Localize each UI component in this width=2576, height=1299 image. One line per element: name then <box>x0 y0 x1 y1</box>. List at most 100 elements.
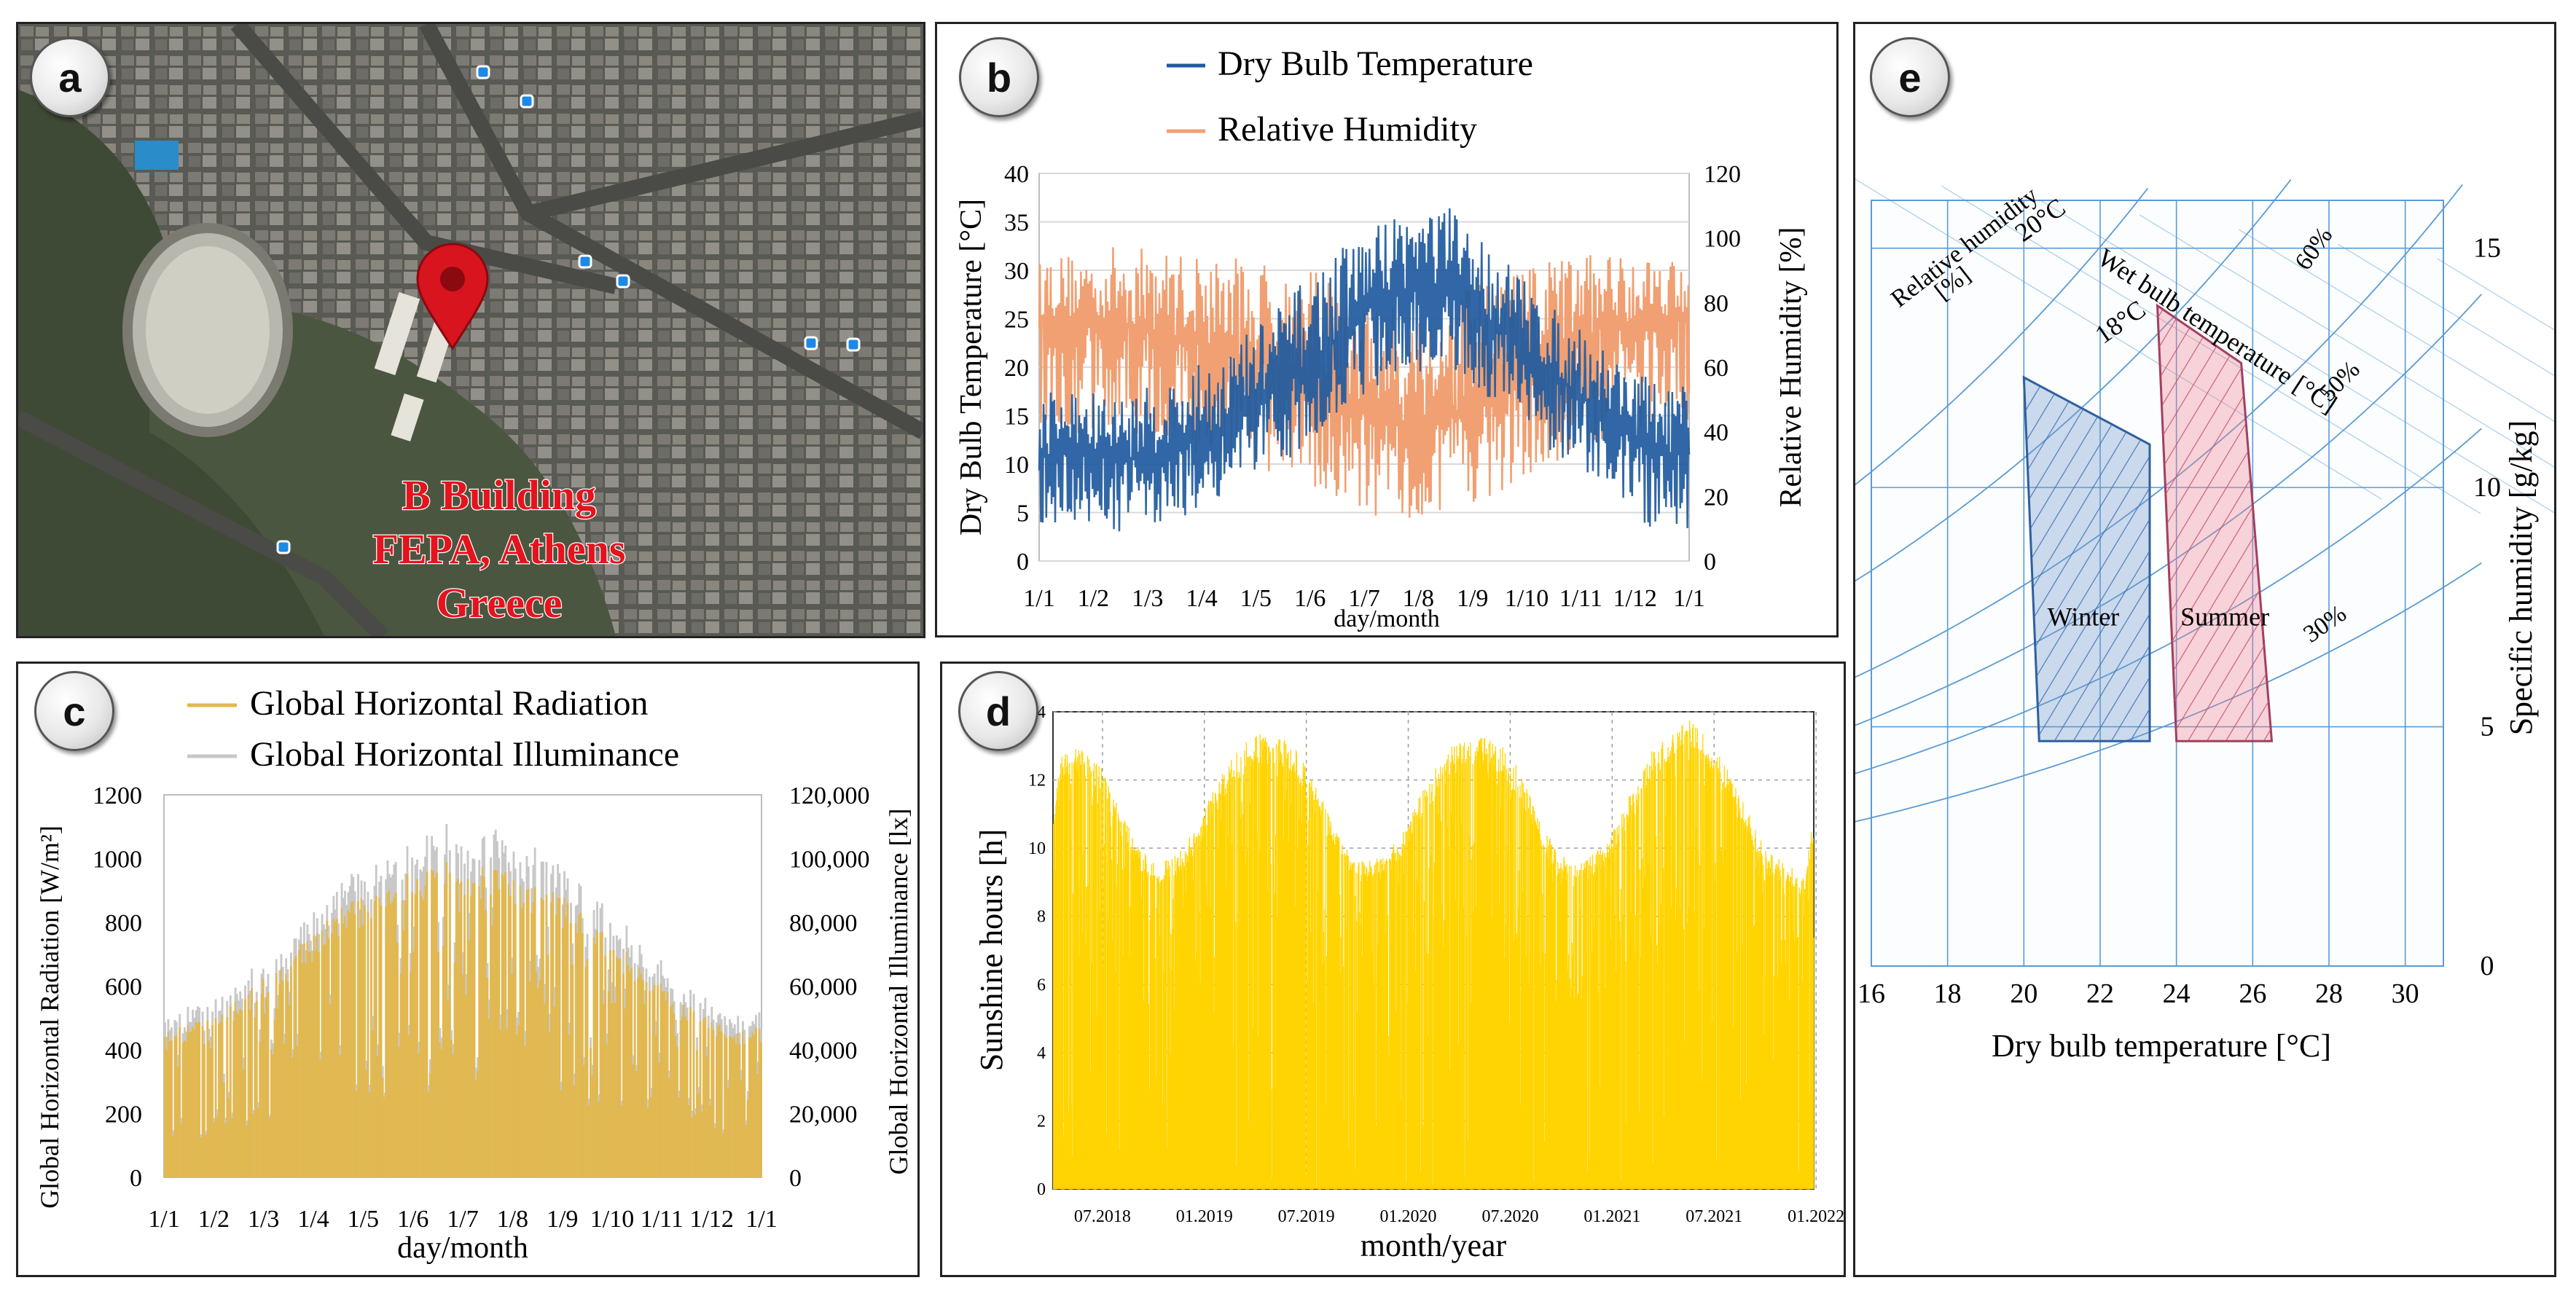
sunshine-bar <box>1082 752 1084 1189</box>
x-tick-label-b: 1/7 <box>1348 585 1379 612</box>
sunshine-bar <box>1353 862 1355 1189</box>
sunshine-bar <box>1256 736 1257 1189</box>
sunshine-bar <box>1140 871 1142 1189</box>
sunshine-bar <box>1398 852 1399 1189</box>
radiation-bar <box>272 1054 275 1177</box>
sunshine-bar <box>1117 813 1119 1189</box>
radiation-bar <box>507 884 510 1177</box>
radiation-bar <box>727 1087 729 1177</box>
sunshine-bar <box>1227 780 1229 1189</box>
radiation-bar <box>234 1002 237 1177</box>
sunshine-bar <box>1247 757 1248 1189</box>
sunshine-bar <box>1597 851 1599 1189</box>
sunshine-bar <box>1559 874 1560 1189</box>
radiation-bar <box>725 1037 728 1177</box>
sunshine-bar <box>1522 892 1523 1189</box>
sunshine-bar <box>1196 951 1197 1189</box>
radiation-bar <box>468 940 471 1177</box>
sunshine-bar <box>1776 869 1777 1189</box>
radiation-bar <box>730 1037 733 1177</box>
sunshine-bar <box>1078 955 1080 1189</box>
radiation-bar <box>563 897 566 1177</box>
sunshine-bar <box>1594 863 1596 1189</box>
sunshine-bar <box>1753 926 1755 1189</box>
sunshine-chart: 0246810121407.201801.201907.201901.20200… <box>974 703 1844 1263</box>
radiation-bar <box>499 1029 502 1177</box>
radiation-bar <box>309 951 312 1177</box>
x-tick-label-b: 1/11 <box>1559 585 1602 612</box>
sunshine-bar <box>1512 788 1514 1189</box>
sunshine-bar <box>1487 772 1489 1189</box>
sunshine-bar <box>1065 773 1067 1189</box>
sunshine-bar <box>1121 869 1123 1189</box>
radiation-bar <box>255 1000 258 1177</box>
sunshine-bar <box>1420 816 1422 1189</box>
sunshine-bar <box>1215 803 1217 1189</box>
sunshine-bar <box>1110 812 1111 1189</box>
sunshine-bar <box>1782 887 1784 1189</box>
y2-tick-label-b: 0 <box>1704 549 1716 576</box>
sunshine-bar <box>1313 800 1315 1189</box>
sunshine-bar <box>1060 780 1062 1189</box>
radiation-bar <box>431 869 434 1177</box>
sunshine-bar <box>1116 864 1119 1189</box>
sunshine-bar <box>1656 945 1658 1189</box>
sunshine-bar <box>1098 766 1100 1189</box>
sunshine-bar <box>1267 764 1269 1189</box>
radiation-bar <box>584 967 587 1177</box>
sunshine-bar <box>1783 893 1785 1189</box>
sunshine-bar <box>1229 772 1230 1189</box>
radiation-bar <box>528 981 531 1177</box>
radiation-bar <box>439 1042 442 1177</box>
sunshine-bar <box>1245 863 1247 1189</box>
radiation-bar <box>440 1048 443 1177</box>
sunshine-bar <box>1773 1060 1774 1189</box>
sunshine-bar <box>1786 879 1788 1189</box>
sunshine-bar <box>1194 959 1197 1189</box>
sunshine-bar <box>1056 800 1057 1189</box>
y-tick-label-d: 8 <box>1037 908 1046 927</box>
sunshine-bar <box>1707 764 1708 1189</box>
sunshine-bar <box>1621 826 1624 1189</box>
sunshine-bar <box>1314 814 1315 1189</box>
radiation-bar <box>576 933 579 1177</box>
sunshine-bar <box>1546 836 1548 1189</box>
sunshine-bar <box>1336 836 1338 1189</box>
sunshine-bar <box>1755 868 1757 1189</box>
radiation-bar <box>428 1072 431 1177</box>
radiation-bar <box>550 902 553 1177</box>
radiation-bar <box>192 1027 195 1177</box>
sunshine-bar <box>1652 770 1653 1189</box>
sunshine-bar <box>1804 889 1806 1189</box>
sunshine-bar <box>1593 928 1594 1189</box>
sunshine-bar <box>1281 753 1283 1189</box>
sunshine-bar <box>1257 757 1258 1189</box>
sunshine-bar <box>1184 866 1186 1189</box>
sunshine-bar <box>1778 858 1780 1189</box>
sunshine-bar <box>1565 866 1567 1189</box>
sunshine-bar <box>1774 874 1776 1189</box>
sunshine-bar <box>1128 828 1130 1189</box>
sunshine-bar <box>1125 844 1127 1189</box>
sunshine-bar <box>1702 753 1704 1189</box>
sunshine-bar <box>1799 893 1801 1189</box>
wb-grid-line <box>1941 185 2481 514</box>
sunshine-bar <box>1594 871 1597 1189</box>
sunshine-bar <box>1369 860 1371 1189</box>
sunshine-bar <box>1054 870 1056 1189</box>
y-tick-label-d: 6 <box>1037 976 1046 994</box>
sunshine-bar <box>1393 852 1395 1189</box>
radiation-bar <box>415 879 418 1177</box>
radiation-bar <box>633 981 636 1177</box>
sunshine-bar <box>1217 809 1218 1189</box>
radiation-bar <box>219 1022 222 1177</box>
sunshine-bar <box>1735 788 1737 1189</box>
sunshine-bar <box>1359 911 1361 1189</box>
sunshine-bar <box>1706 754 1707 1189</box>
radiation-bar <box>702 1019 705 1177</box>
sunshine-bar <box>1390 860 1392 1189</box>
wb-grid-line <box>1855 178 2382 500</box>
sunshine-bar <box>1434 796 1436 1189</box>
radiation-bar <box>270 1049 273 1177</box>
radiation-bar <box>759 1042 762 1177</box>
